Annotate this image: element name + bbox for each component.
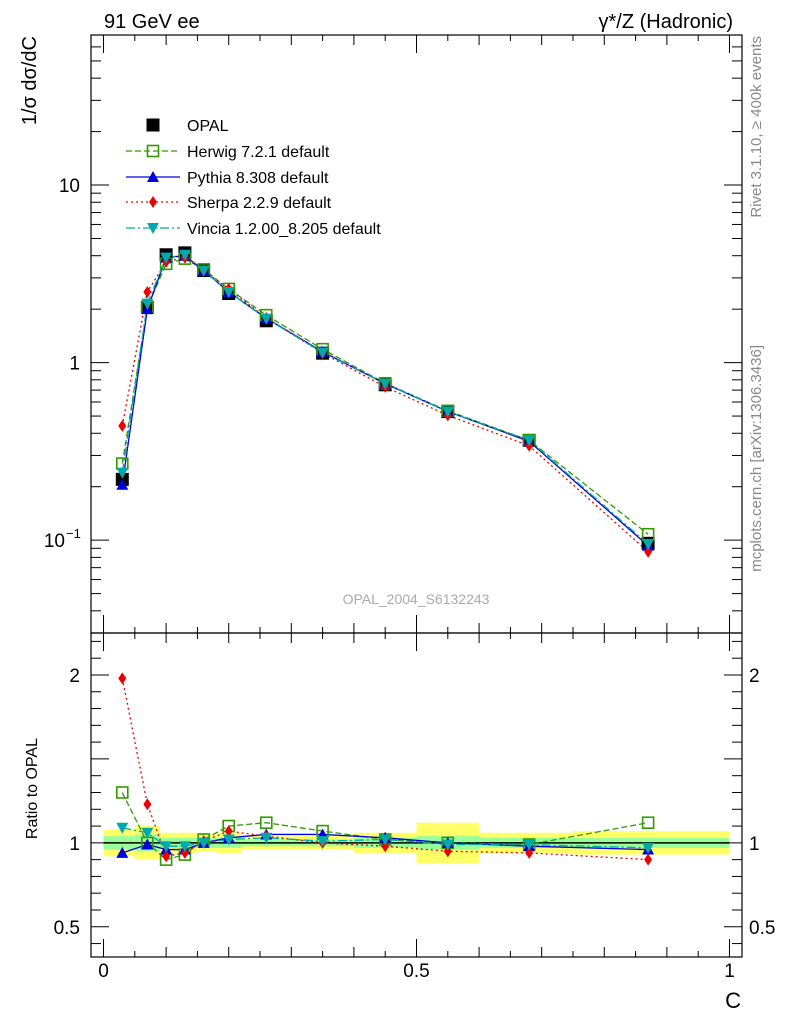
- main-point-sherpa: [143, 285, 152, 298]
- main-point-vincia: [116, 467, 129, 479]
- legend-marker-pythia: [147, 171, 159, 182]
- main-y-tick-exponent: −1: [66, 526, 81, 541]
- ratio-point-vincia: [178, 841, 191, 853]
- ratio-point-herwig: [259, 816, 273, 829]
- main-series-layer: [115, 246, 655, 558]
- main-point-pythia: [116, 478, 129, 490]
- main-point-vincia: [222, 286, 235, 298]
- ratio-point-sherpa: [162, 850, 171, 863]
- legend-marker-sherpa: [149, 196, 157, 208]
- main-point-vincia: [197, 265, 210, 277]
- ratio-line-vincia: [122, 827, 649, 849]
- ratio-point-vincia: [141, 827, 154, 839]
- legend-label-herwig: Herwig 7.2.1 default: [187, 144, 330, 161]
- ratio-point-sherpa: [118, 672, 127, 685]
- ratio-y-tick-label-right: 2: [749, 666, 760, 687]
- legend-label-vincia: Vincia 1.2.00_8.205 default: [187, 221, 381, 238]
- main-point-vincia: [379, 378, 392, 390]
- main-y-label: 1/σ dσ/dC: [19, 36, 41, 125]
- main-point-vincia: [523, 435, 536, 447]
- ratio-y-tick-label: 1: [69, 834, 80, 855]
- ratio-point-vincia: [260, 832, 273, 844]
- ratio-point-vincia: [523, 839, 536, 851]
- ratio-point-pythia: [116, 846, 129, 858]
- main-point-vincia: [178, 249, 191, 261]
- ratio-point-herwig: [641, 816, 655, 829]
- ratio-point-vincia: [160, 841, 173, 853]
- ratio-y-tick-label-right: 0.5: [749, 918, 775, 939]
- ratio-point-sherpa: [224, 825, 233, 838]
- ratio-point-sherpa: [143, 798, 152, 811]
- ratio-y-label: Ratio to OPAL: [24, 738, 41, 839]
- legend: OPAL Herwig 7.2.1 default Pythia 8.308 def…: [126, 118, 381, 238]
- legend-marker-herwig: [146, 144, 160, 158]
- ratio-point-vincia: [222, 834, 235, 846]
- ratio-point-vincia: [316, 836, 329, 848]
- ratio-point-vincia: [379, 834, 392, 846]
- ratio-point-herwig: [115, 786, 129, 799]
- main-point-vincia: [441, 406, 454, 418]
- ratio-y-tick-label: 2: [69, 666, 80, 687]
- legend-marker-vincia: [147, 223, 159, 234]
- ratio-point-vincia: [116, 822, 129, 834]
- legend-label-opal: OPAL: [187, 118, 229, 135]
- ratio-line-sherpa: [121, 678, 649, 861]
- main-line-sherpa: [121, 256, 649, 553]
- ratio-point-sherpa: [180, 846, 189, 859]
- main-point-vincia: [316, 347, 329, 359]
- header-right: γ*/Z (Hadronic): [599, 11, 733, 33]
- ratio-point-vincia: [197, 837, 210, 849]
- main-point-sherpa: [118, 419, 127, 432]
- watermark: OPAL_2004_S6132243: [343, 591, 490, 607]
- main-line-vincia: [121, 254, 649, 545]
- main-point-vincia: [160, 252, 173, 264]
- ratio-series-layer: [115, 672, 655, 866]
- legend-marker-opal: [146, 118, 160, 132]
- main-y-tick-label: 10: [59, 176, 80, 197]
- ratio-point-sherpa: [525, 846, 534, 859]
- main-y-tick-label: 1: [69, 354, 80, 375]
- rivet-label: Rivet 3.1.10, ≥ 400k events: [748, 36, 765, 218]
- main-line-herwig: [121, 257, 649, 535]
- ratio-panel-frame: [90, 632, 743, 958]
- ratio-point-sherpa: [381, 840, 390, 853]
- main-y-tick-label: 10: [44, 531, 65, 552]
- ratio-point-sherpa: [443, 845, 452, 858]
- header-left: 91 GeV ee: [104, 11, 200, 33]
- ratio-point-vincia: [642, 842, 655, 854]
- main-line-pythia: [121, 255, 649, 547]
- legend-label-sherpa: Sherpa 2.2.9 default: [187, 195, 332, 212]
- x-tick-label: 0: [98, 961, 109, 982]
- ratio-point-vincia: [441, 839, 454, 851]
- x-axis-label: C: [725, 988, 741, 1013]
- ratio-point-sherpa: [644, 853, 653, 866]
- legend-label-pythia: Pythia 8.308 default: [187, 170, 329, 187]
- main-point-vincia: [141, 298, 154, 310]
- mcplots-label: mcplots.cern.ch [arXiv:1306.3436]: [748, 345, 765, 572]
- main-point-vincia: [260, 313, 273, 325]
- x-tick-label: 1: [724, 961, 735, 982]
- x-tick-label: 0.5: [403, 961, 429, 982]
- ratio-y-tick-label-right: 1: [749, 834, 760, 855]
- ratio-point-pythia: [141, 838, 154, 850]
- main-point-sherpa: [644, 545, 653, 558]
- main-point-vincia: [642, 539, 655, 551]
- ratio-y-tick-label: 0.5: [54, 918, 80, 939]
